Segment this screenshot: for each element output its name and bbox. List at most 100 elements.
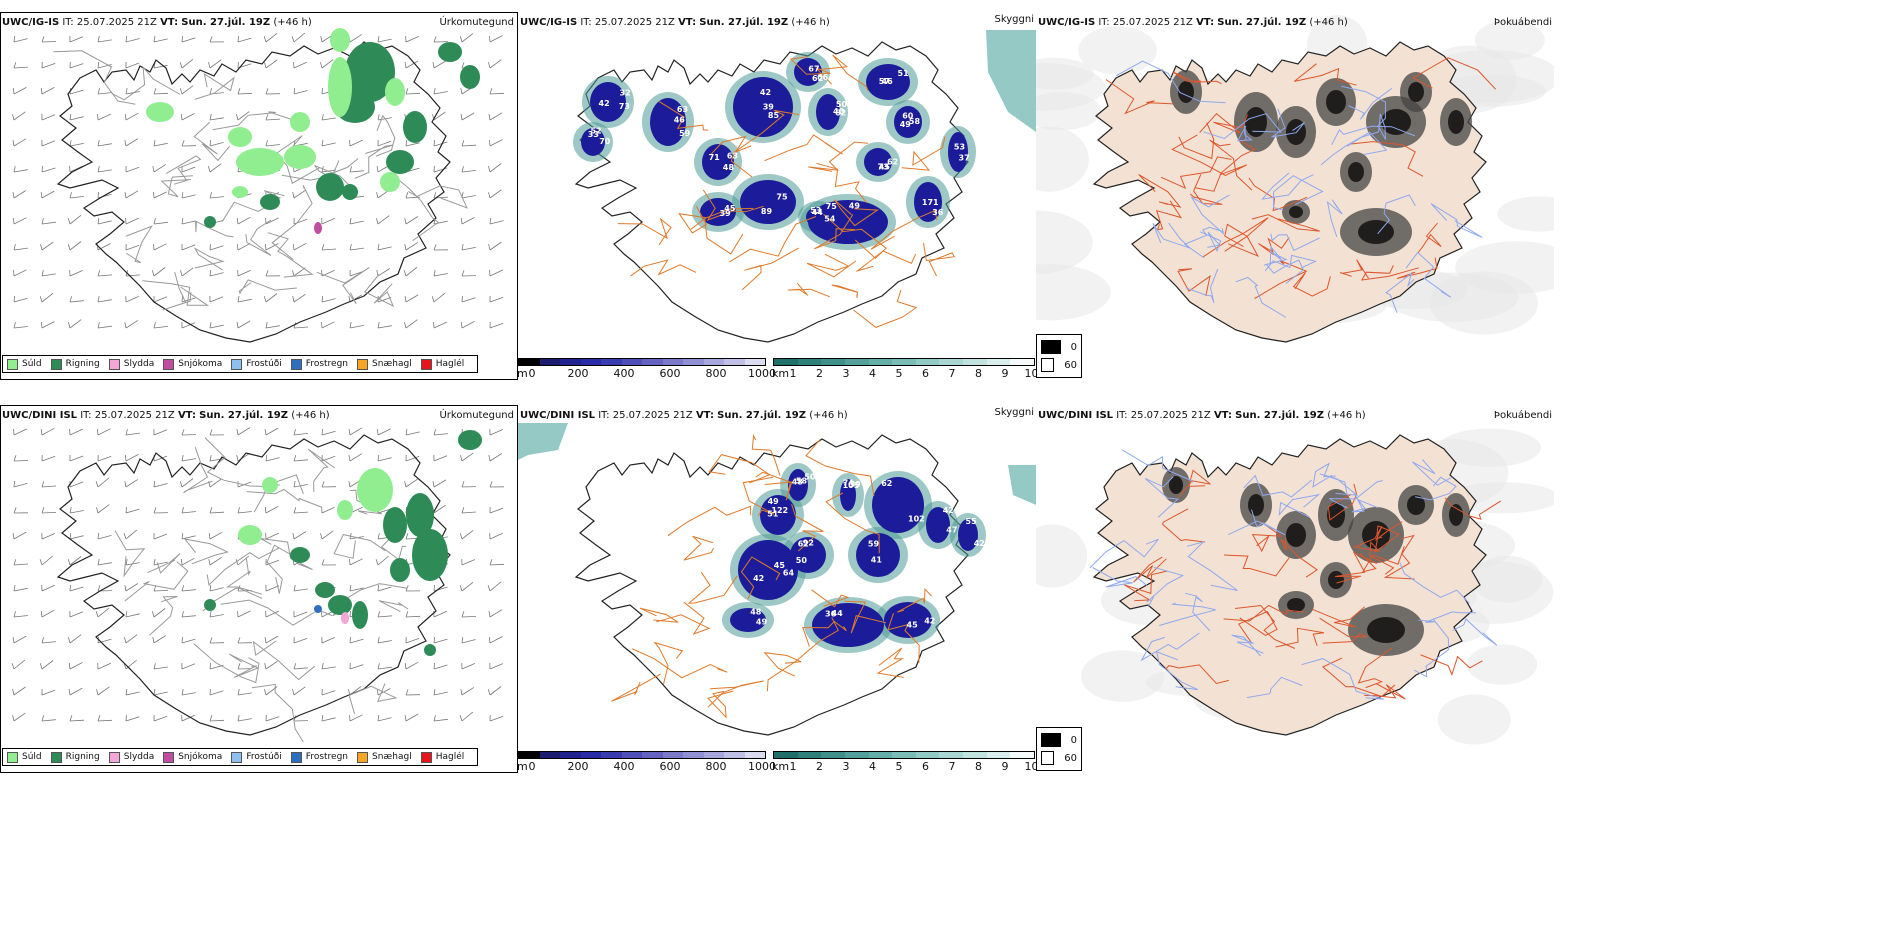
fog-haze bbox=[1036, 264, 1111, 321]
wind-barb bbox=[377, 457, 392, 462]
wind-barb-flag bbox=[321, 559, 325, 566]
ceiling-height-label: 42 bbox=[974, 539, 985, 548]
wind-barb-flag bbox=[488, 244, 491, 251]
ceiling-height-label: 53 bbox=[954, 142, 965, 151]
wind-barb-flag bbox=[348, 429, 351, 436]
wind-barb-flag bbox=[40, 87, 43, 95]
fog-legend-label: 0 bbox=[1070, 341, 1077, 353]
road-line bbox=[204, 437, 264, 487]
legend-item: Súld bbox=[7, 751, 42, 763]
fog-legend-label: 0 bbox=[1070, 734, 1077, 746]
wind-barb-flag bbox=[459, 533, 463, 540]
road-line bbox=[1301, 658, 1384, 700]
road-line bbox=[823, 214, 887, 259]
wind-barb bbox=[405, 242, 419, 251]
wind-barb-flag bbox=[97, 140, 100, 147]
wind-barb-flag bbox=[321, 715, 324, 722]
low-ceiling-area bbox=[840, 479, 856, 511]
ceiling-height-label: 42 bbox=[924, 617, 935, 626]
wind-barb bbox=[377, 325, 392, 329]
wind-barb-flag bbox=[125, 35, 128, 43]
wind-barb bbox=[181, 663, 196, 670]
colorbar-tick-label: 10 bbox=[1024, 760, 1039, 773]
low-ceiling-area bbox=[702, 144, 734, 180]
road-line bbox=[844, 600, 887, 634]
colorbar-tick-label: 0 bbox=[528, 367, 536, 380]
wind-barb-flag bbox=[459, 36, 463, 43]
wind-barb-flag bbox=[377, 637, 380, 644]
colorbar-unit: km bbox=[772, 760, 790, 773]
ceiling-height-label: 75 bbox=[826, 202, 838, 211]
wind-barb-flag bbox=[209, 662, 211, 670]
wind-barb bbox=[237, 718, 252, 722]
road-line bbox=[212, 111, 296, 131]
wind-barb bbox=[125, 479, 138, 488]
visibility-colorbar: 1 2 3 4 5 6 7 8 9 10 km bbox=[772, 751, 1039, 773]
wind-barb-flag bbox=[13, 480, 15, 488]
road-line bbox=[267, 232, 314, 278]
colorbar-tick-label: 1 bbox=[789, 367, 797, 380]
legend-item: Haglél bbox=[420, 751, 464, 763]
dense-fog-area bbox=[1408, 82, 1424, 102]
wind-barb bbox=[237, 92, 253, 95]
wind-barb bbox=[405, 92, 421, 95]
legend-label: Rigning bbox=[65, 752, 100, 762]
wind-barb-flag bbox=[96, 507, 99, 514]
precip-area bbox=[228, 127, 252, 147]
panel-title: UWC/IG-IS IT: 25.07.2025 21Z VT: Sun. 27… bbox=[520, 17, 830, 28]
fog-index-legend: 0 60 bbox=[1036, 334, 1082, 378]
wind-barb-flag bbox=[320, 533, 323, 540]
wind-barb-flag bbox=[403, 270, 407, 277]
colorbar-tick-label: 3 bbox=[842, 367, 850, 380]
ceiling-height-label: 48 bbox=[792, 477, 804, 486]
road-line bbox=[1412, 57, 1497, 90]
wind-barb-flag bbox=[209, 611, 212, 618]
road-line bbox=[1331, 125, 1416, 146]
road-line bbox=[193, 121, 230, 162]
wind-barb bbox=[97, 39, 112, 43]
wind-barb bbox=[125, 296, 139, 303]
wind-barb-flag bbox=[405, 506, 407, 514]
wind-barb-flag bbox=[124, 322, 127, 329]
wind-barb bbox=[265, 325, 280, 329]
wind-barb-flag bbox=[69, 584, 71, 592]
wind-barb bbox=[125, 432, 140, 436]
wind-barb bbox=[265, 59, 278, 69]
wind-barb bbox=[97, 504, 110, 514]
road-line bbox=[639, 607, 679, 623]
wind-barb bbox=[265, 118, 281, 121]
wind-barb-flag bbox=[13, 559, 17, 566]
wind-barb bbox=[489, 581, 502, 592]
wind-barb bbox=[41, 140, 56, 147]
wind-barb-flag bbox=[321, 87, 323, 95]
low-ceiling-area bbox=[581, 128, 605, 156]
legend-label: Snjókoma bbox=[178, 752, 223, 762]
wind-barb bbox=[237, 511, 252, 514]
colorbar-tick-label: 600 bbox=[659, 367, 681, 380]
colorbar-unit: km bbox=[772, 367, 790, 380]
wind-barb bbox=[265, 532, 279, 540]
wind-barb bbox=[489, 563, 505, 566]
precip-area bbox=[284, 145, 316, 169]
wind-barb bbox=[433, 141, 448, 147]
legend-label: Snjókoma bbox=[178, 359, 223, 369]
panel-title: UWC/DINI ISL IT: 25.07.2025 21Z VT: Sun.… bbox=[1038, 410, 1366, 421]
fog-legend-swatch bbox=[1041, 751, 1055, 765]
legend-swatch bbox=[108, 751, 120, 763]
road-line bbox=[252, 683, 304, 743]
wind-barb-flag bbox=[237, 88, 241, 95]
wind-barb-flag bbox=[433, 429, 436, 436]
road-line bbox=[1360, 265, 1419, 281]
wind-barb bbox=[69, 143, 84, 147]
legend-item: Frostregn bbox=[290, 358, 348, 370]
wind-barb bbox=[461, 144, 477, 147]
fog-legend-label: 60 bbox=[1064, 752, 1077, 764]
wind-barb-flag bbox=[376, 270, 379, 277]
precip-area bbox=[412, 529, 448, 581]
wind-barb-flag bbox=[67, 218, 71, 225]
wind-barb bbox=[293, 588, 308, 592]
road-line bbox=[53, 50, 136, 105]
panel-visibility-igis: 73 70 63 63 42 62 50 57 58 73 49 75 45 36 37 44 42 52 59 71… bbox=[517, 12, 1039, 380]
wind-barb-flag bbox=[12, 140, 15, 147]
road-line bbox=[246, 488, 323, 508]
